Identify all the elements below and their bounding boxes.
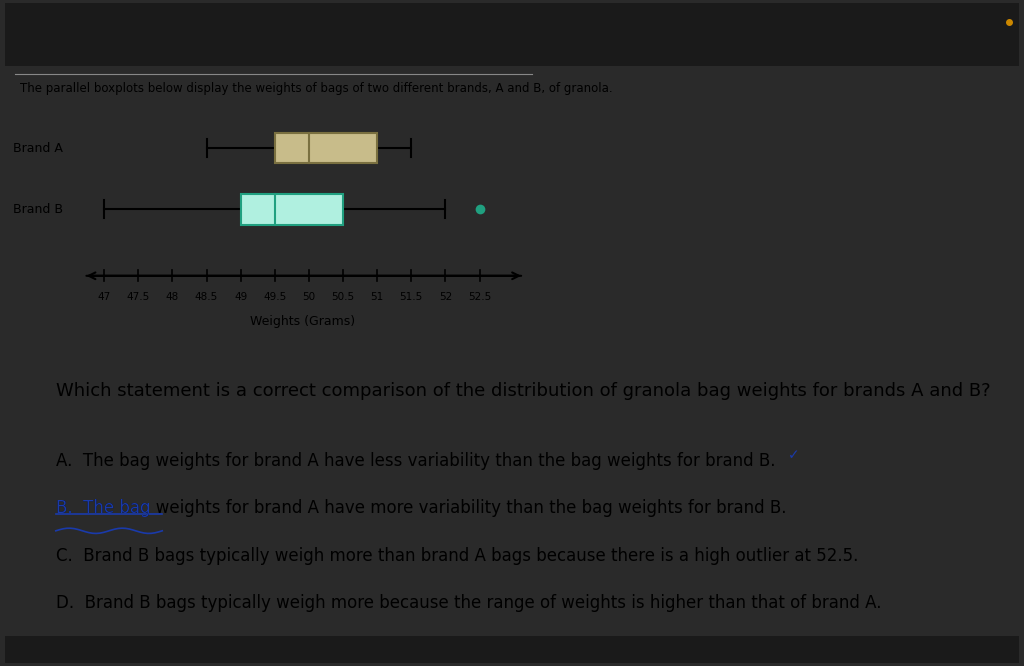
Text: The parallel boxplots below display the weights of bags of two different brands,: The parallel boxplots below display the … (20, 83, 613, 95)
FancyBboxPatch shape (5, 3, 1019, 66)
Text: Weights (Grams): Weights (Grams) (250, 315, 354, 328)
Text: 49.5: 49.5 (263, 292, 287, 302)
Text: 50: 50 (302, 292, 315, 302)
Text: Brand B: Brand B (13, 202, 63, 216)
Text: 49: 49 (234, 292, 247, 302)
Text: D.  Brand B bags typically weigh more because the range of weights is higher tha: D. Brand B bags typically weigh more bec… (55, 594, 882, 612)
Bar (274, 133, 377, 163)
Text: 48: 48 (166, 292, 179, 302)
Text: 51: 51 (371, 292, 384, 302)
Text: 51.5: 51.5 (399, 292, 423, 302)
Text: ✓: ✓ (787, 448, 800, 462)
Text: B.  The bag weights for brand A have more variability than the bag weights for b: B. The bag weights for brand A have more… (55, 499, 786, 517)
Text: C.  Brand B bags typically weigh more than brand A bags because there is a high : C. Brand B bags typically weigh more tha… (55, 547, 858, 565)
Text: B.  The bag: B. The bag (55, 499, 151, 517)
Text: 47: 47 (97, 292, 111, 302)
Text: Which statement is a correct comparison of the distribution of granola bag weigh: Which statement is a correct comparison … (55, 382, 990, 400)
Bar (241, 194, 343, 224)
Text: 47.5: 47.5 (127, 292, 150, 302)
Text: 48.5: 48.5 (195, 292, 218, 302)
Text: A.  The bag weights for brand A have less variability than the bag weights for b: A. The bag weights for brand A have less… (55, 452, 775, 470)
Text: 52.5: 52.5 (468, 292, 492, 302)
Text: 50.5: 50.5 (332, 292, 354, 302)
FancyBboxPatch shape (5, 636, 1019, 663)
Text: Brand A: Brand A (13, 141, 63, 155)
Text: 52: 52 (439, 292, 452, 302)
